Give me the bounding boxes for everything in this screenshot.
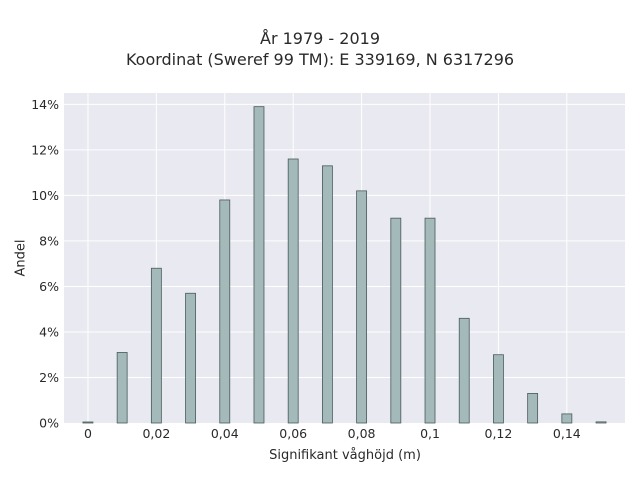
- x-tick-label: 0,12: [485, 426, 513, 441]
- y-tick-label: 4%: [39, 324, 59, 339]
- bar: [356, 190, 368, 424]
- y-tick-label: 2%: [39, 370, 59, 385]
- y-tick-label: 12%: [31, 142, 59, 157]
- bar: [458, 317, 470, 424]
- bars: [82, 106, 607, 424]
- x-tick-label: 0,06: [279, 426, 307, 441]
- x-tick-label: 0,04: [211, 426, 239, 441]
- y-tick-label: 10%: [31, 188, 59, 203]
- x-tick-label: 0,02: [142, 426, 170, 441]
- chart-subtitle: Koordinat (Sweref 99 TM): E 339169, N 63…: [125, 50, 515, 69]
- x-tick-labels: 0 0,02 0,04 0,06 0,08 0,1 0,12 0,14: [84, 426, 581, 441]
- bar: [185, 292, 196, 424]
- bar: [424, 217, 436, 424]
- y-tick-label: 0%: [39, 416, 59, 431]
- y-tick-labels: 0% 2% 4% 6% 8% 10% 12% 14%: [31, 97, 59, 431]
- bar: [116, 352, 128, 424]
- y-tick-label: 14%: [31, 97, 59, 112]
- bar: [253, 106, 265, 424]
- chart-title: År 1979 - 2019: [260, 29, 380, 48]
- bar: [561, 413, 573, 424]
- bar: [493, 354, 504, 424]
- bar: [82, 421, 94, 424]
- bar: [321, 165, 333, 424]
- bar: [150, 267, 162, 424]
- bar: [595, 421, 607, 424]
- bar: [527, 393, 539, 424]
- x-tick-label: 0,08: [348, 426, 376, 441]
- x-axis-label: Signifikant våghöjd (m): [269, 448, 421, 463]
- y-tick-label: 6%: [39, 279, 59, 294]
- bar: [390, 217, 402, 424]
- bar: [219, 199, 231, 424]
- x-tick-label: 0,14: [553, 426, 581, 441]
- y-axis-label: Andel: [13, 239, 29, 277]
- x-tick-label: 0: [84, 426, 92, 441]
- plot-area: [64, 93, 625, 423]
- y-tick-label: 8%: [39, 233, 59, 248]
- bar: [287, 158, 299, 424]
- x-tick-label: 0,1: [420, 426, 440, 441]
